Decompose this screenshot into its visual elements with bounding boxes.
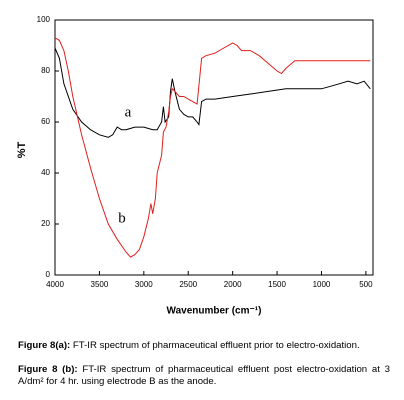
series-label: b xyxy=(118,210,126,226)
caption-label: Figure 8(a): xyxy=(18,340,71,351)
caption-b: Figure 8 (b): FT-IR spectrum of pharmace… xyxy=(18,364,390,388)
series-line xyxy=(54,37,371,258)
plot-frame xyxy=(54,19,374,276)
x-tick-label: 1000 xyxy=(313,280,331,289)
y-tick-label: 80 xyxy=(41,66,50,75)
x-tick-label: 2000 xyxy=(224,280,242,289)
chart: %T Wavenumber (cm⁻¹) 0 20 40 60 80 100 4000 350… xyxy=(16,15,374,317)
x-tick-label: 3500 xyxy=(91,280,109,289)
x-tick-label: 2500 xyxy=(179,280,197,289)
x-tick-label: 500 xyxy=(359,280,373,289)
y-tick-label: 20 xyxy=(41,219,50,228)
y-tick-label: 100 xyxy=(37,15,51,24)
series-line xyxy=(54,47,371,138)
caption-label: Figure 8 (b): xyxy=(18,364,78,375)
y-tick-label: 40 xyxy=(41,168,50,177)
series-label: a xyxy=(125,104,132,120)
y-tick-label: 0 xyxy=(46,270,51,279)
y-tick-label: 60 xyxy=(41,117,50,126)
x-tick-label: 3000 xyxy=(135,280,153,289)
y-axis-label: %T xyxy=(16,141,28,158)
x-tick-label: 4000 xyxy=(46,280,64,289)
caption-text: FT-IR spectrum of pharmaceutical effluen… xyxy=(72,340,360,351)
caption-text: FT-IR spectrum of pharmaceutical effluen… xyxy=(18,364,390,387)
caption-a: Figure 8(a): FT-IR spectrum of pharmaceu… xyxy=(18,340,390,352)
x-tick-label: 1500 xyxy=(268,280,286,289)
x-axis-label: Wavenumber (cm⁻¹) xyxy=(167,306,262,317)
